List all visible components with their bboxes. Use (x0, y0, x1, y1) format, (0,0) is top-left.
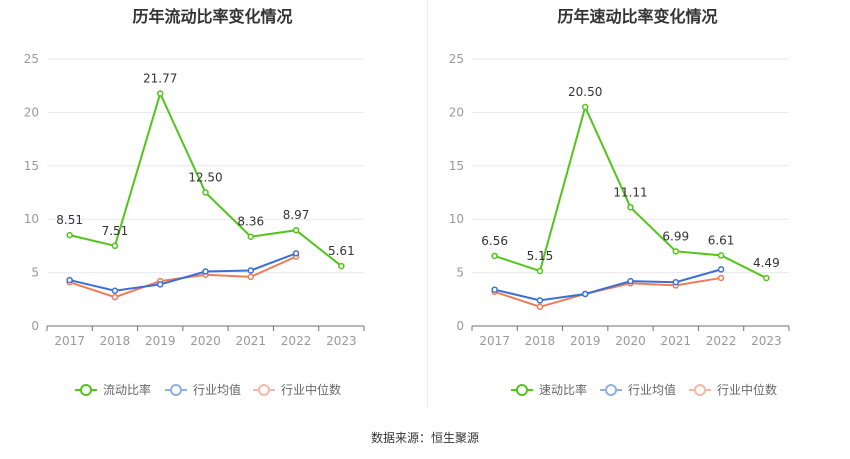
main-series-point (581, 103, 589, 111)
x-tick-label: 2020 (190, 334, 221, 348)
x-tick-label: 2018 (525, 334, 556, 348)
industry-avg-point (627, 277, 634, 285)
industry-avg-point (111, 287, 119, 295)
y-tick-label: 20 (449, 105, 464, 119)
industry-avg-point (717, 266, 725, 273)
y-tick-label: 0 (31, 319, 39, 333)
panel-divider (427, 0, 428, 408)
data-label: 8.51 (56, 213, 83, 227)
y-tick-label: 10 (449, 212, 464, 226)
industry-avg-point (491, 286, 498, 293)
y-tick-label: 25 (24, 52, 39, 66)
industry-avg-line (494, 268, 722, 302)
industry-median-point (111, 293, 119, 301)
main-series-point (247, 233, 255, 240)
main-series-point (536, 267, 544, 275)
data-label: 6.61 (708, 233, 735, 247)
x-tick-label: 2022 (281, 334, 312, 348)
main-series-point (156, 90, 164, 97)
industry-median-line (69, 255, 297, 299)
industry-avg-point (672, 278, 680, 286)
industry-avg-point (156, 281, 164, 288)
legend-swatch-marker (80, 384, 92, 396)
main-series-point (763, 274, 770, 282)
main-series-point (672, 248, 680, 255)
data-label: 11.11 (613, 185, 647, 199)
legend-label: 行业均值 (628, 382, 676, 397)
data-label: 5.61 (328, 244, 355, 258)
legend-label: 行业中位数 (281, 382, 341, 397)
industry-median-point (536, 303, 544, 311)
x-tick-label: 2022 (706, 334, 737, 348)
data-label: 8.97 (283, 208, 310, 222)
legend-swatch-marker (170, 384, 182, 396)
main-series-point (717, 252, 725, 259)
data-label: 6.99 (662, 229, 689, 243)
x-tick-label: 2021 (236, 334, 267, 348)
x-tick-label: 2021 (661, 334, 692, 348)
x-tick-label: 2023 (326, 334, 357, 348)
y-tick-label: 25 (449, 52, 464, 66)
legend-label: 流动比率 (103, 382, 151, 397)
x-tick-label: 2020 (615, 334, 646, 348)
y-tick-label: 10 (24, 212, 39, 226)
main-series-point (491, 252, 498, 260)
chart-title: 历年流动比率变化情况 (132, 7, 293, 26)
industry-median-line (494, 276, 722, 308)
x-tick-label: 2017 (54, 334, 85, 348)
data-label: 5.15 (527, 249, 554, 263)
main-series-point (66, 231, 73, 239)
legend-swatch-marker (258, 384, 270, 396)
industry-avg-point (292, 250, 300, 257)
industry-avg-point (247, 267, 255, 274)
industry-avg-point (202, 268, 209, 275)
data-source: 数据来源：恒生聚源 (370, 431, 479, 445)
industry-median-point (717, 274, 725, 282)
y-tick-label: 15 (24, 159, 39, 173)
legend-label: 行业中位数 (717, 382, 777, 397)
y-tick-label: 0 (456, 319, 464, 333)
legend-label: 行业均值 (193, 382, 241, 397)
industry-avg-point (66, 276, 73, 284)
x-tick-label: 2019 (570, 334, 601, 348)
main-series-point (627, 204, 634, 211)
industry-avg-line (69, 252, 297, 292)
data-label: 4.49 (753, 256, 780, 270)
current-ratio-chart: 0 5 10 15 20 25 2017 2018 2019 2020 2021 2022 2023 8.… (24, 52, 365, 397)
main-series-point (202, 189, 209, 196)
y-tick-label: 20 (24, 105, 39, 119)
x-tick-label: 2019 (145, 334, 176, 348)
y-tick-label: 15 (449, 159, 464, 173)
y-tick-label: 5 (456, 266, 464, 280)
industry-avg-point (581, 290, 589, 298)
industry-avg-point (536, 297, 544, 304)
chart-panel-current-ratio: 历年流动比率变化情况 0 5 10 15 20 25 2017 2018 2019 2020 202… (0, 0, 425, 420)
legend-swatch-marker (516, 384, 528, 396)
x-tick-label: 2023 (751, 334, 782, 348)
data-label: 6.56 (481, 234, 508, 248)
data-label: 7.51 (102, 224, 129, 238)
quick-ratio-chart: 0 5 10 15 20 25 2017 2018 2019 2020 2021 2022 2023 6.… (449, 52, 790, 397)
data-label: 21.77 (143, 71, 177, 85)
x-tick-label: 2017 (479, 334, 510, 348)
industry-median-point (247, 273, 255, 281)
legend-swatch-marker (605, 384, 617, 396)
legend-label: 速动比率 (539, 382, 587, 397)
chart-title: 历年速动比率变化情况 (557, 7, 718, 26)
data-label: 12.50 (188, 171, 222, 185)
main-series-point (111, 242, 119, 250)
main-series-point (338, 262, 345, 270)
y-tick-label: 5 (31, 266, 39, 280)
chart-panel-quick-ratio: 历年速动比率变化情况 0 5 10 15 20 25 2017 2018 2019 2020 202… (425, 0, 850, 420)
x-tick-label: 2018 (100, 334, 131, 348)
main-series-point (292, 226, 300, 234)
data-label: 20.50 (568, 85, 602, 99)
legend-swatch-marker (694, 384, 706, 396)
data-label: 8.36 (237, 215, 264, 229)
